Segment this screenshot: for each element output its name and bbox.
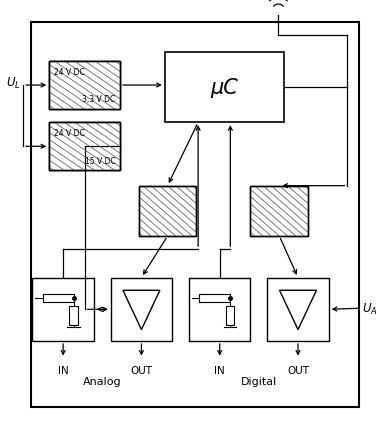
Text: IN: IN [58,365,69,375]
Polygon shape [123,290,160,330]
Text: μC: μC [210,78,238,98]
Bar [30,22,359,407]
Text: Digital: Digital [241,376,277,386]
Text: 3,3 V DC: 3,3 V DC [82,95,115,104]
Bar [49,123,120,171]
Text: 24 V DC: 24 V DC [54,129,84,138]
Bar [267,278,329,341]
Bar [49,62,120,110]
Bar [49,123,120,171]
Text: $U_L$: $U_L$ [6,76,21,91]
Bar [139,186,197,237]
Bar [165,53,284,123]
Bar [110,278,172,341]
Bar [226,307,234,325]
Bar [49,62,120,110]
Bar [189,278,250,341]
Bar [43,294,74,302]
Text: IN: IN [215,365,225,375]
Polygon shape [280,290,317,330]
Bar [49,123,120,171]
Text: Analog: Analog [83,376,122,386]
Bar [250,186,308,237]
Bar [69,307,78,325]
Bar [32,278,94,341]
Text: 24 V DC: 24 V DC [54,67,84,77]
Bar [250,186,308,237]
Bar [139,186,197,237]
Text: $U_A$: $U_A$ [362,301,378,316]
Bar [49,62,120,110]
Text: OUT: OUT [287,365,309,375]
Text: 15 V DC: 15 V DC [85,156,115,165]
Text: OUT: OUT [130,365,152,375]
Bar [199,294,230,302]
